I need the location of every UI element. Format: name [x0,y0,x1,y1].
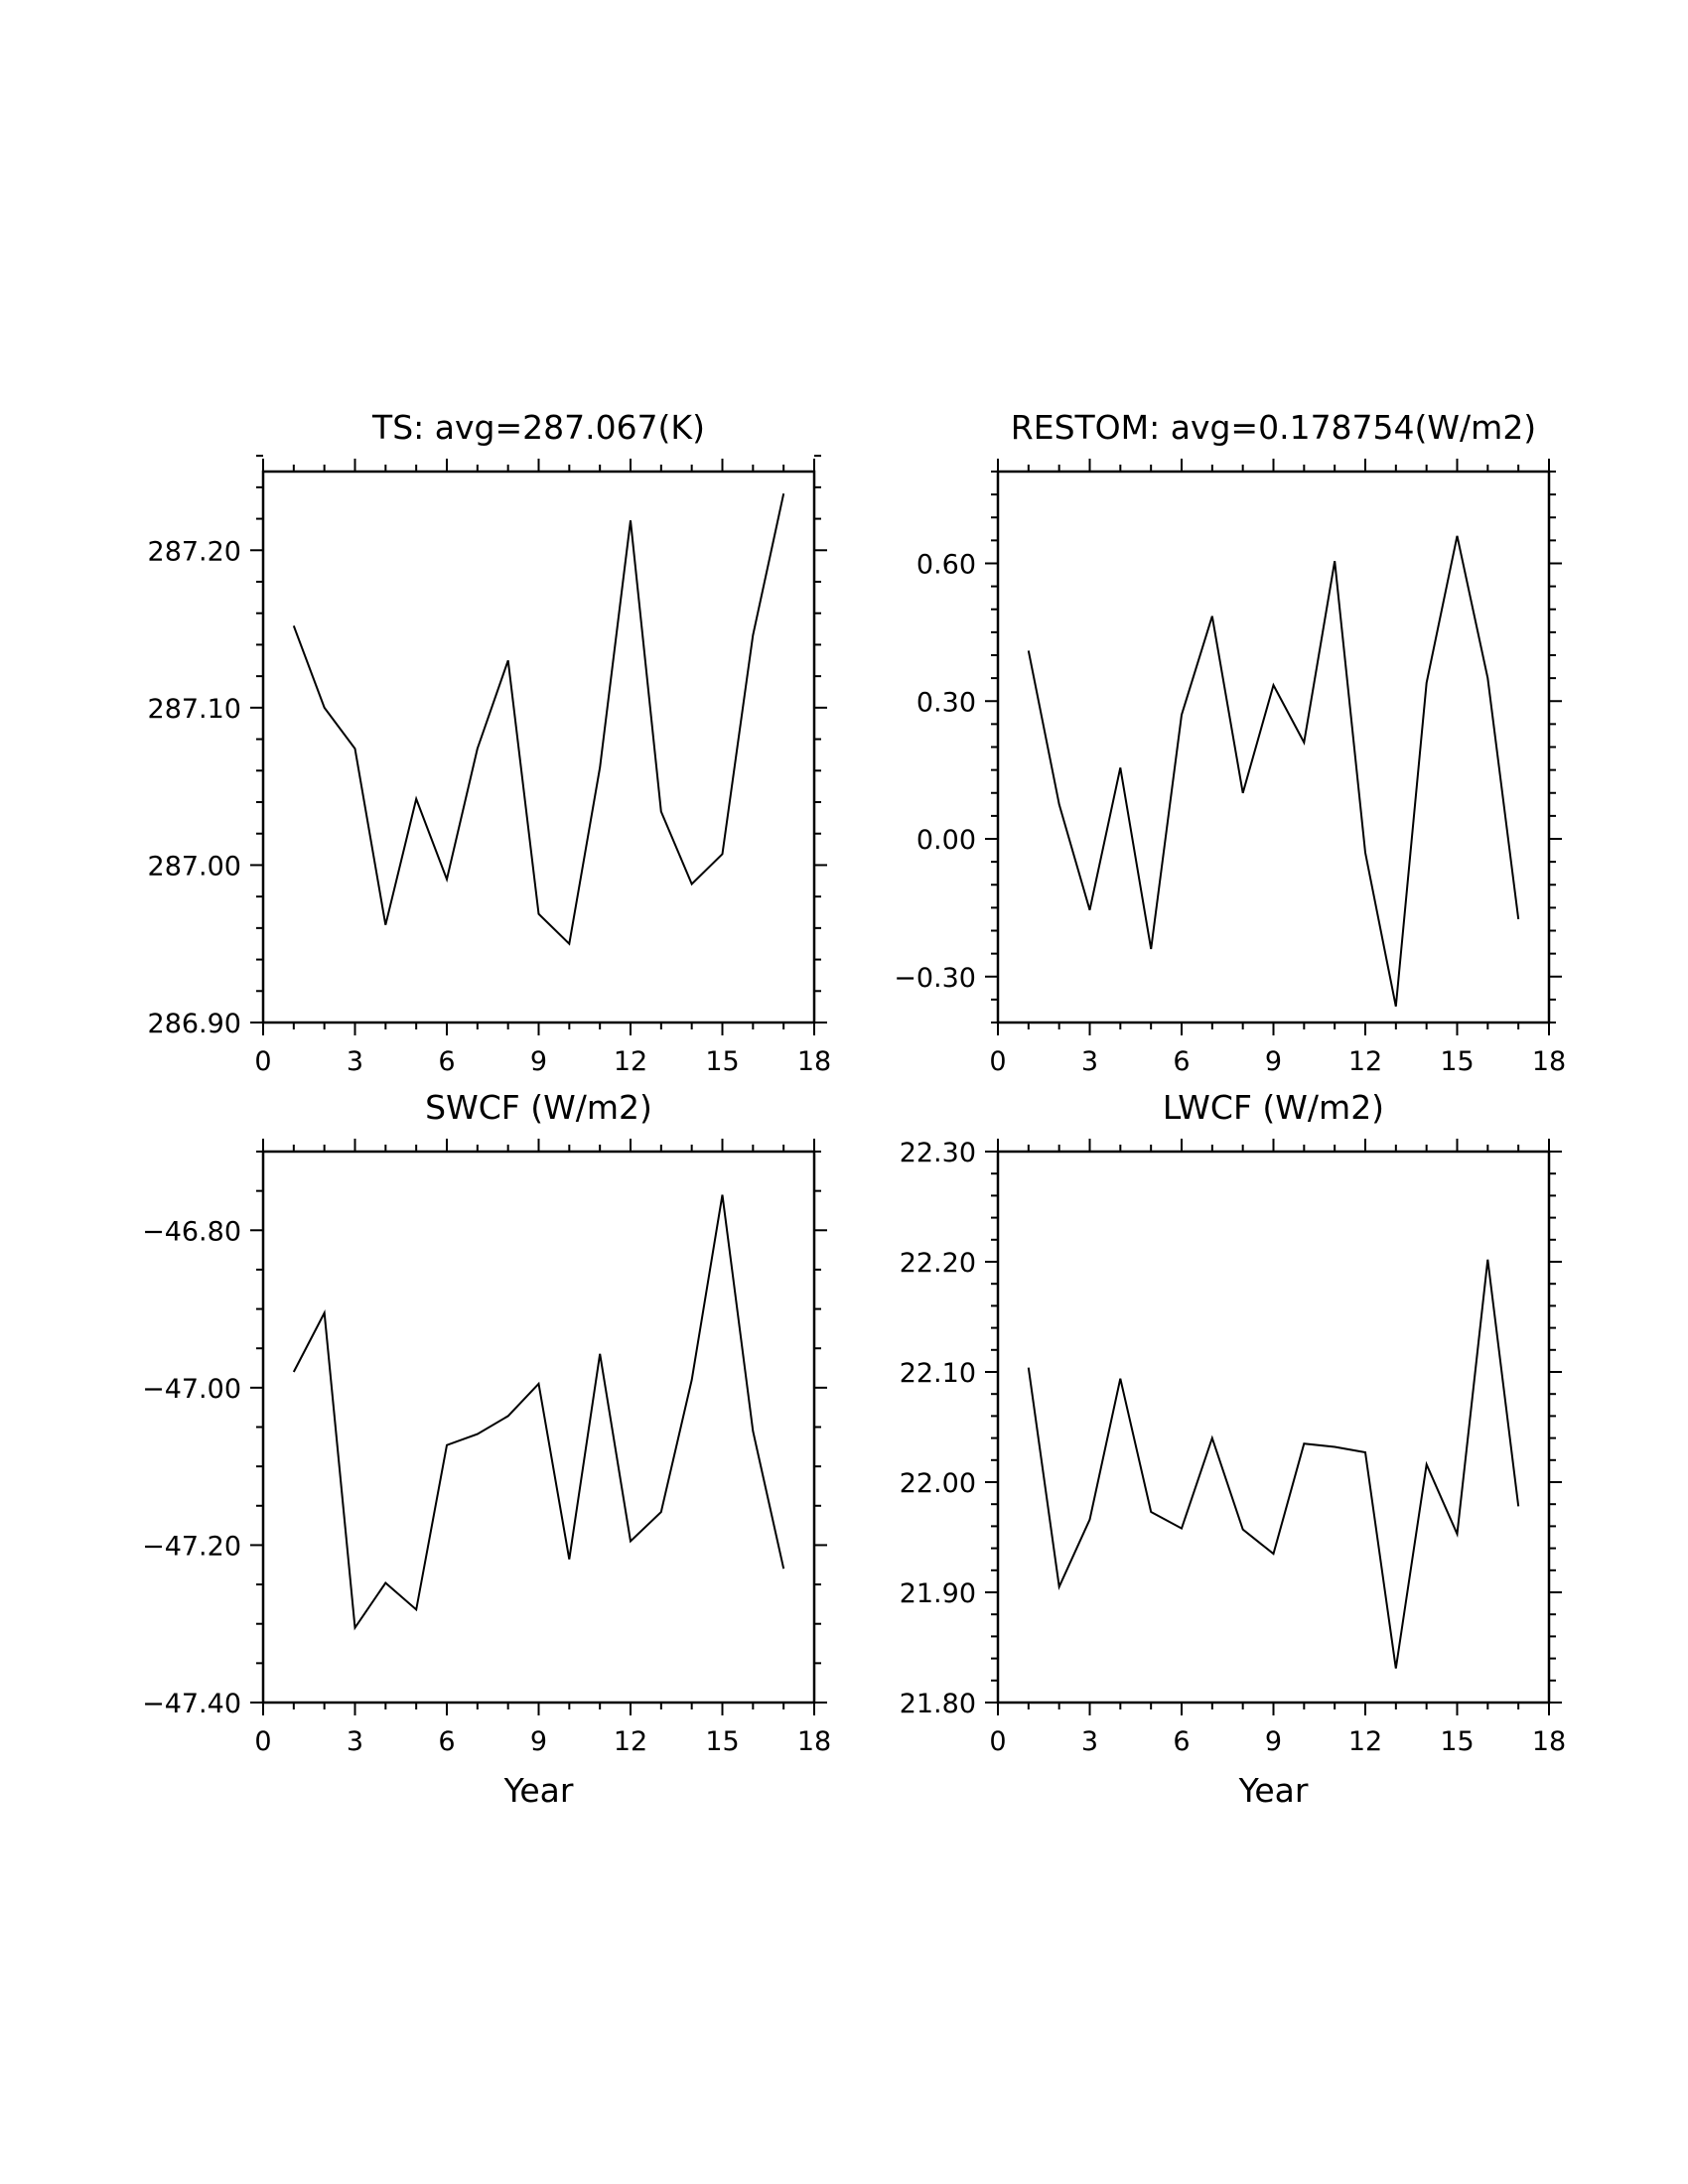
x-tick-label: 18 [1532,1046,1566,1077]
x-tick-label: 3 [347,1046,363,1077]
chart-panel-3: SWCF (W/m2) 0 3 6 9 12 15 18 −47.40 −47.20 −47.00 −… [142,1088,831,1810]
x-tick-label: 18 [797,1046,831,1077]
y-tick-label: 21.80 [900,1689,976,1719]
x-tick-label: 6 [1173,1046,1190,1077]
chart-panel-2: RESTOM: avg=0.178754(W/m2) 0 3 6 9 12 15 18 −0.3… [894,408,1566,1077]
y-tick-label: 0.30 [916,687,976,718]
y-tick-label: 287.10 [148,694,241,725]
y-tick-label: 22.10 [900,1358,976,1389]
x-tick-label: 6 [438,1726,455,1757]
x-tick-label: 12 [1348,1726,1382,1757]
y-tick-label: 0.60 [916,550,976,581]
chart-panel-1: TS: avg=287.067(K) 0 3 6 9 12 15 18 286.90 287.00… [148,408,832,1077]
series-line [1027,535,1520,1007]
plot-frame [996,1150,1551,1705]
y-tick-label: 287.20 [148,536,241,567]
x-tick-label: 12 [1348,1046,1382,1077]
y-tick-label: −47.20 [142,1531,241,1562]
chart-title: SWCF (W/m2) [425,1088,652,1127]
y-tick-label: 22.30 [900,1138,976,1168]
y-tick-label: −47.00 [142,1374,241,1405]
y-tick-label: 22.20 [900,1248,976,1279]
x-tick-label: 18 [1532,1726,1566,1757]
y-tick-label: 22.00 [900,1468,976,1499]
x-tick-label: 12 [614,1046,647,1077]
x-tick-label: 3 [1081,1726,1098,1757]
x-tick-label: 9 [1265,1046,1282,1077]
series-line [1027,1259,1520,1669]
y-tick-label: 287.00 [148,851,241,882]
x-tick-label: 15 [705,1046,739,1077]
chart-panel-4: LWCF (W/m2) 0 3 6 9 12 15 18 21.80 21.90 22.00 22.1… [900,1088,1566,1810]
y-tick-label: −46.80 [142,1216,241,1247]
x-tick-label: 9 [530,1046,547,1077]
x-tick-label: 18 [797,1726,831,1757]
x-tick-label: 9 [1265,1726,1282,1757]
x-tick-label: 15 [1440,1046,1474,1077]
plot-frame [996,470,1551,1024]
y-tick-label: −47.40 [142,1689,241,1719]
plot-frame [261,470,816,1024]
chart-title: RESTOM: avg=0.178754(W/m2) [1011,408,1536,447]
series-line [292,492,785,946]
x-tick-label: 9 [530,1726,547,1757]
x-axis-label: Year [1238,1771,1309,1810]
x-axis-label: Year [503,1771,574,1810]
y-tick-label: −0.30 [894,963,976,994]
x-tick-label: 0 [989,1046,1006,1077]
x-tick-label: 15 [705,1726,739,1757]
x-tick-label: 0 [989,1726,1006,1757]
x-tick-label: 3 [347,1726,363,1757]
chart-title: LWCF (W/m2) [1163,1088,1384,1127]
y-tick-label: 286.90 [148,1009,241,1039]
x-tick-label: 3 [1081,1046,1098,1077]
series-line [292,1194,785,1631]
chart-title: TS: avg=287.067(K) [371,408,705,447]
x-tick-label: 15 [1440,1726,1474,1757]
y-tick-label: 0.00 [916,825,976,856]
x-tick-label: 0 [254,1046,271,1077]
y-tick-label: 21.90 [900,1578,976,1609]
x-tick-label: 6 [438,1046,455,1077]
x-tick-label: 0 [254,1726,271,1757]
x-tick-label: 6 [1173,1726,1190,1757]
plot-frame [261,1150,816,1705]
x-tick-label: 12 [614,1726,647,1757]
